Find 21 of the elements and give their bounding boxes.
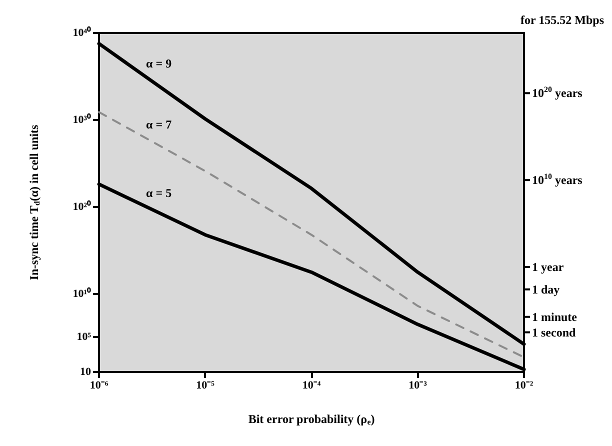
y-tick-label: 10⁵ (76, 331, 92, 344)
ref-line-label: 1 second (532, 325, 576, 340)
y-tick-label: 10¹⁰ (72, 286, 91, 300)
text: for 155.52 Mbps (520, 13, 604, 27)
y-axis-title: In-sync time Td(α) in cell units (27, 124, 42, 280)
y-tick-label: 10³⁰ (72, 112, 91, 126)
x-tick-label: 10⁻⁴ (302, 380, 322, 392)
x-tick-label: 10⁻² (514, 380, 534, 392)
ref-line-label: 1 minute (532, 310, 578, 324)
series-label: α = 9 (146, 56, 172, 71)
x-tick-label: 10⁻³ (408, 380, 428, 392)
x-tick-label: 10⁻⁵ (196, 380, 216, 392)
y-tick-label: 10⁴⁰ (72, 26, 91, 39)
ref-line-label: 1 day (532, 282, 560, 296)
y-tick-label: 10 (80, 366, 92, 378)
line-series (98, 111, 525, 358)
ref-line-label: 1 year (532, 260, 564, 274)
y-tick-label: 10²⁰ (72, 200, 91, 213)
series-label: α = 7 (146, 118, 172, 132)
x-tick-label: 10⁻⁶ (90, 380, 109, 392)
series-label: α = 5 (146, 186, 172, 200)
